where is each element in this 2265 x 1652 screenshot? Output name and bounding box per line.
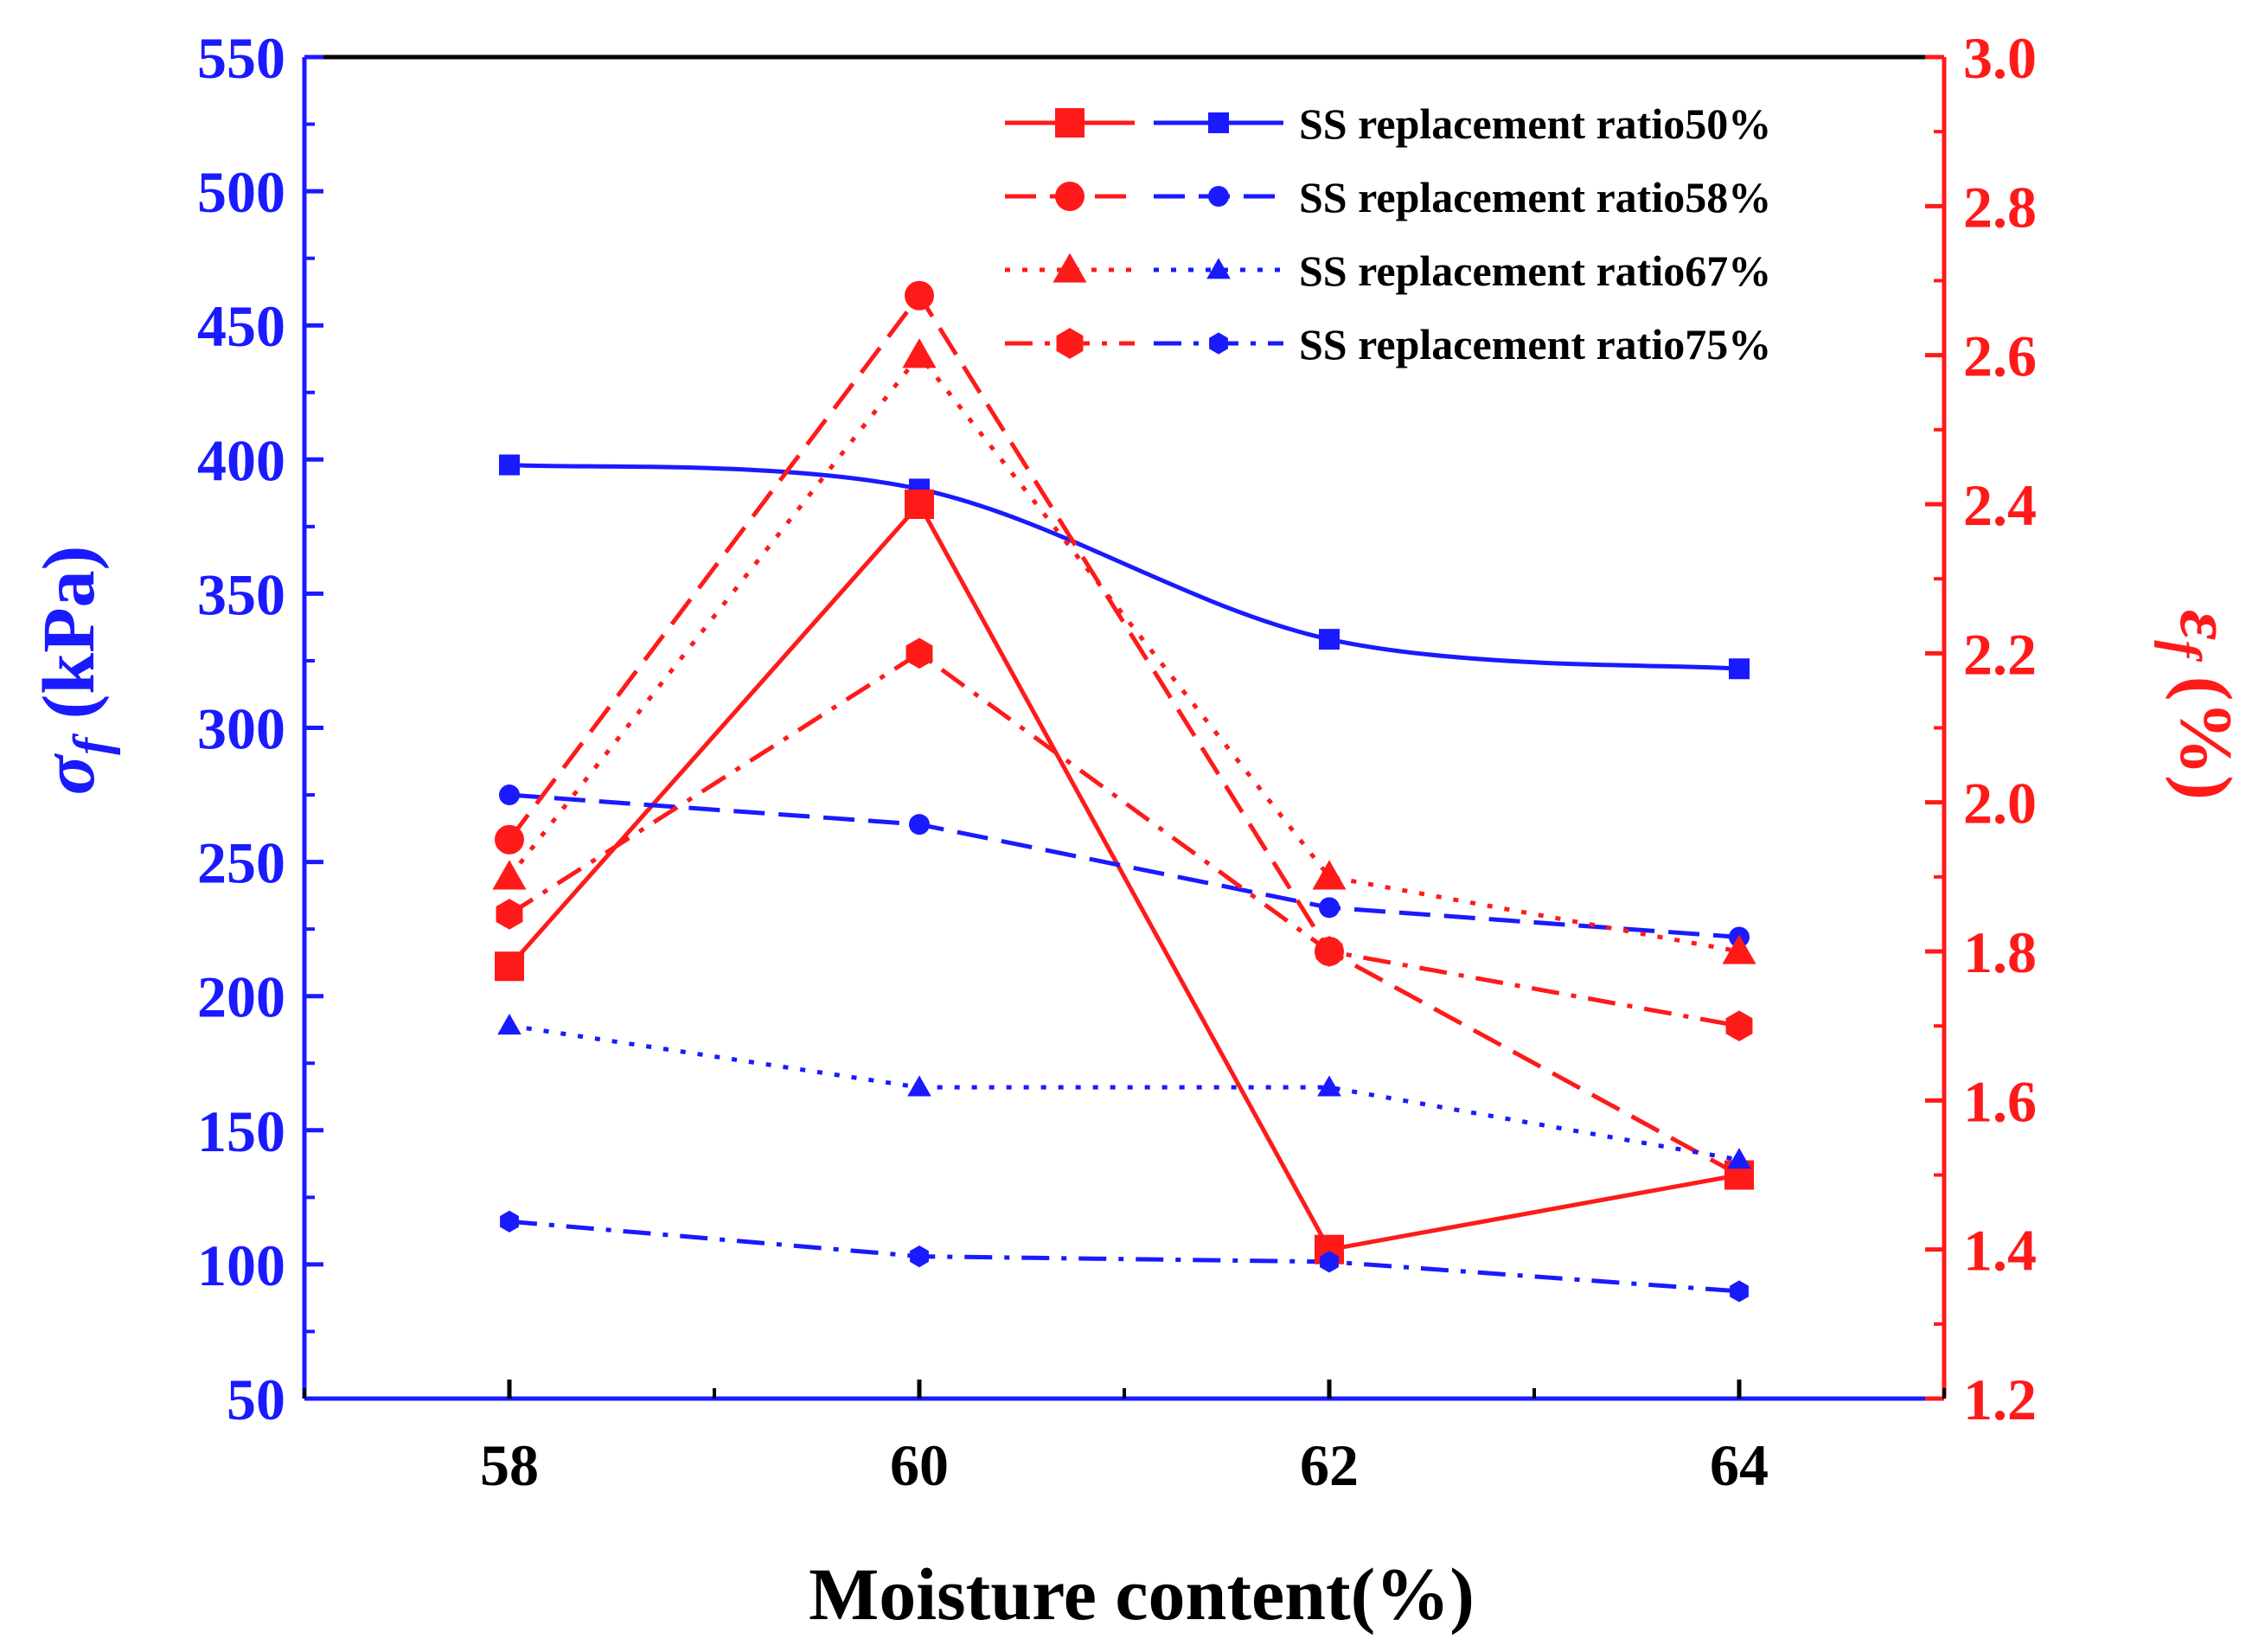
- series-line-epsilon-square: [508, 500, 1740, 1252]
- epsilon-point-hexagon: [1725, 1010, 1753, 1042]
- sigma-point-circle: [1319, 897, 1340, 919]
- legend-label: SS replacement ratio58%: [1299, 173, 1771, 221]
- y-right-symbol: ε: [2165, 610, 2248, 640]
- epsilon-point-hexagon: [905, 637, 933, 669]
- legend-marker-epsilon-triangle: [1053, 253, 1087, 283]
- y-left-tick-label: 500: [197, 159, 285, 225]
- series-line-sigma-circle: [509, 792, 1740, 939]
- series-markers: [492, 280, 1756, 1303]
- sigma-point-triangle: [1317, 1075, 1341, 1097]
- sigma-point-hexagon: [500, 1210, 519, 1233]
- legend-marker-sigma-square: [1208, 112, 1229, 133]
- sigma-point-square: [1729, 658, 1750, 680]
- sigma-point-triangle: [907, 1075, 931, 1097]
- y-left-tick-label: 150: [197, 1098, 285, 1164]
- y-right-tick-label: 1.4: [1963, 1218, 2037, 1284]
- y-right-tick-label: 1.6: [1963, 1068, 2037, 1134]
- x-axis-title: Moisture content(%): [809, 1553, 1475, 1636]
- axis-ticks: 50 100 150 200 250 300 350 400 450 500 550 1.2 1.4 1.…: [197, 25, 2037, 1498]
- y-right-tick-label: 2.4: [1963, 472, 2037, 538]
- x-tick-label: 60: [890, 1432, 949, 1498]
- sigma-point-hexagon: [1730, 1280, 1749, 1303]
- epsilon-point-triangle: [492, 860, 527, 890]
- legend-marker-epsilon-circle: [1055, 182, 1085, 211]
- epsilon-point-circle: [495, 824, 524, 855]
- y-left-tick-label: 550: [197, 25, 285, 91]
- y-left-tick-label: 450: [197, 293, 285, 359]
- y-left-tick-label: 350: [197, 561, 285, 627]
- legend-marker-sigma-triangle: [1206, 258, 1231, 279]
- series-lines: [508, 291, 1741, 1294]
- y-left-tick-label: 250: [197, 830, 285, 896]
- sigma-point-square: [1319, 629, 1340, 650]
- series-line-epsilon-triangle: [508, 351, 1740, 954]
- y-right-tick-label: 2.8: [1963, 174, 2037, 240]
- y-axis-left-title: σf (kPa): [27, 546, 120, 795]
- legend-marker-sigma-hexagon: [1209, 332, 1228, 355]
- legend-label: SS replacement ratio67%: [1299, 247, 1771, 295]
- sigma-point-hexagon: [1320, 1251, 1339, 1273]
- epsilon-point-circle: [905, 280, 934, 311]
- series-line-epsilon-hexagon: [508, 650, 1740, 1028]
- epsilon-point-hexagon: [1315, 936, 1343, 967]
- sigma-point-triangle: [1727, 1148, 1751, 1169]
- epsilon-point-triangle: [902, 338, 937, 368]
- sigma-point-hexagon: [910, 1245, 929, 1268]
- y-left-tick-label: 100: [197, 1233, 285, 1298]
- x-tick-label: 62: [1300, 1432, 1359, 1498]
- series-line-sigma-square: [509, 463, 1740, 671]
- epsilon-point-triangle: [1312, 860, 1347, 890]
- y-axis-right-title: εf (%): [2154, 610, 2248, 800]
- y-left-tick-label: 300: [197, 696, 285, 762]
- series-line-epsilon-circle: [508, 291, 1741, 1177]
- epsilon-point-triangle: [1722, 934, 1756, 964]
- y-right-tick-label: 2.2: [1963, 621, 2037, 687]
- y-left-tick-label: 200: [197, 964, 285, 1030]
- y-right-unit: (%): [2165, 657, 2248, 800]
- y-right-tick-label: 2.6: [1963, 323, 2037, 389]
- y-right-tick-label: 1.2: [1963, 1367, 2037, 1432]
- y-left-unit: (kPa): [27, 546, 110, 738]
- sigma-point-square: [499, 454, 520, 476]
- legend-marker-sigma-circle: [1208, 186, 1229, 207]
- series-line-sigma-hexagon: [509, 1219, 1740, 1294]
- series-line-sigma-triangle: [509, 1023, 1740, 1162]
- epsilon-point-square: [905, 490, 934, 519]
- x-tick-label: 58: [480, 1432, 539, 1498]
- sigma-point-triangle: [497, 1014, 521, 1035]
- y-left-tick-label: 400: [197, 427, 285, 493]
- y-left-symbol: σ: [27, 752, 110, 795]
- legend-marker-epsilon-hexagon: [1056, 328, 1084, 359]
- legend: SS replacement ratio50% SS replacement ra…: [1005, 99, 1771, 368]
- sigma-point-circle: [909, 814, 930, 836]
- sigma-point-circle: [499, 784, 520, 806]
- y-left-tick-label: 50: [227, 1367, 285, 1432]
- y-right-tick-label: 2.0: [1963, 771, 2037, 836]
- legend-label: SS replacement ratio75%: [1299, 320, 1771, 368]
- epsilon-point-square: [495, 951, 524, 982]
- x-tick-label: 64: [1710, 1432, 1769, 1498]
- y-right-tick-label: 1.8: [1963, 919, 2037, 985]
- y-right-tick-label: 3.0: [1963, 25, 2037, 91]
- legend-label: SS replacement ratio50%: [1299, 99, 1771, 148]
- legend-marker-epsilon-square: [1055, 108, 1085, 138]
- epsilon-point-hexagon: [496, 899, 523, 930]
